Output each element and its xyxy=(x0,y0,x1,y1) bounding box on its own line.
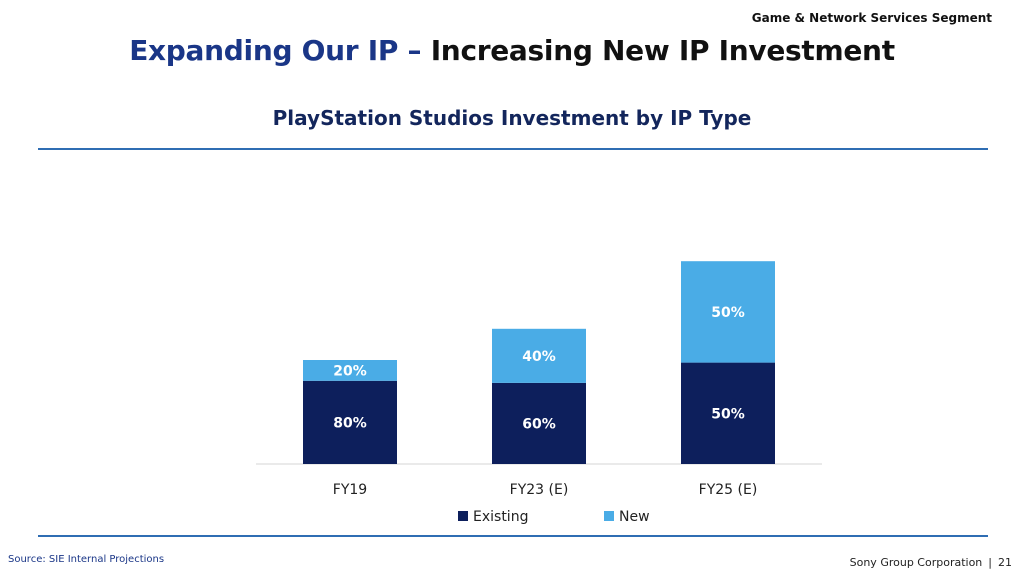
bottom-divider xyxy=(38,535,988,537)
bar-existing-1 xyxy=(303,380,397,464)
legend-swatch-existing xyxy=(458,511,468,521)
legend-swatch-new xyxy=(604,511,614,521)
page-title-main: Increasing New IP Investment xyxy=(430,34,895,67)
page-title-accent: Expanding Our IP – xyxy=(129,34,422,67)
legend-label-existing: Existing xyxy=(473,509,528,525)
segment-label: Game & Network Services Segment xyxy=(751,11,992,25)
bar-new-2 xyxy=(492,328,586,383)
x-tick-label: FY25 (E) xyxy=(699,482,758,498)
page-number: 21 xyxy=(998,556,1012,569)
chart-title: PlayStation Studios Investment by IP Typ… xyxy=(272,106,752,130)
data-label-new-3: 50% xyxy=(711,305,745,321)
top-divider xyxy=(38,148,988,150)
data-label-new-2: 40% xyxy=(522,349,556,365)
x-tick-label: FY23 (E) xyxy=(510,482,569,498)
data-label-existing-1: 80% xyxy=(333,415,367,431)
data-label-existing-2: 60% xyxy=(522,416,556,432)
bar-new-1 xyxy=(303,360,397,381)
data-label-existing-3: 50% xyxy=(711,406,745,422)
footer-separator: | xyxy=(988,556,992,569)
source-note: Source: SIE Internal Projections xyxy=(8,554,165,565)
x-tick-label: FY19 xyxy=(333,482,367,498)
footer-company: Sony Group Corporation | 21 xyxy=(850,556,1012,569)
legend-label-new: New xyxy=(619,509,650,525)
page-title: Expanding Our IP – Increasing New IP Inv… xyxy=(0,34,1024,67)
bar-existing-2 xyxy=(492,382,586,464)
bar-existing-3 xyxy=(681,362,775,464)
data-label-new-1: 20% xyxy=(333,363,367,379)
bar-new-3 xyxy=(681,261,775,363)
company-name: Sony Group Corporation xyxy=(849,556,983,569)
